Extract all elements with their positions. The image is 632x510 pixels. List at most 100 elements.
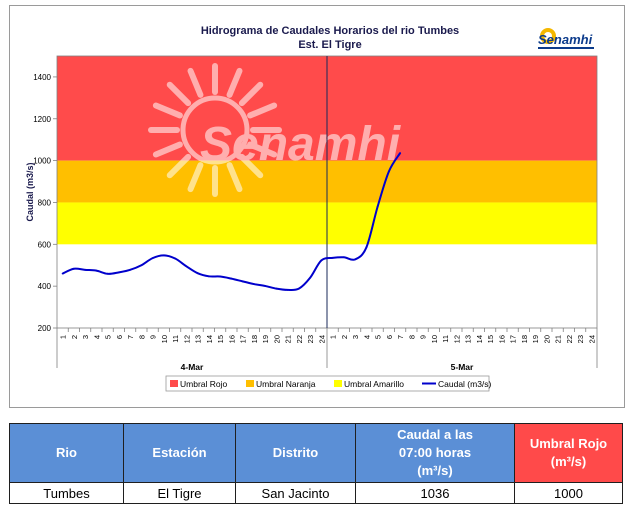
data-point — [264, 285, 267, 287]
x-tick-label: 8 — [407, 335, 416, 339]
data-point — [207, 275, 210, 278]
y-tick-label: 200 — [38, 324, 52, 333]
chart-legend: Umbral Rojo Umbral Naranja Umbral Amarillo… — [165, 375, 492, 392]
x-tick-label: 6 — [115, 335, 124, 339]
data-point — [84, 268, 87, 271]
cell-caudal: 1036 — [355, 482, 515, 504]
x-tick-label: 19 — [531, 335, 540, 343]
watermark-sun-ray — [152, 102, 183, 119]
data-point — [399, 152, 402, 154]
y-axis-label: Caudal (m3/s) — [25, 162, 35, 221]
x-tick-label: 18 — [250, 335, 259, 343]
y-tick-label: 1200 — [33, 115, 51, 124]
cell-distrito: San Jacinto — [235, 482, 356, 504]
x-tick-label: 20 — [272, 335, 281, 343]
data-point — [275, 287, 278, 290]
x-tick-label: 7 — [126, 335, 135, 339]
x-tick-label: 13 — [194, 335, 203, 343]
header-estacion: Estación — [123, 423, 236, 483]
data-point — [106, 272, 109, 275]
data-point — [297, 287, 300, 290]
y-tick-label: 800 — [38, 198, 52, 207]
x-tick-label: 17 — [239, 335, 248, 343]
sun-icon — [540, 28, 556, 44]
watermark-sun-ray — [166, 81, 192, 107]
data-point — [185, 265, 188, 268]
data-point — [286, 289, 289, 291]
watermark-sun-ray — [226, 162, 243, 193]
x-tick-label: 19 — [261, 335, 270, 343]
x-tick-label: 17 — [509, 335, 518, 343]
x-tick-label: 10 — [430, 335, 439, 343]
x-tick-label: 9 — [149, 335, 158, 339]
x-tick-label: 21 — [284, 335, 293, 343]
x-tick-label: 9 — [419, 335, 428, 339]
x-tick-label: 4 — [362, 335, 371, 339]
x-tick-label: 8 — [137, 335, 146, 339]
data-point — [174, 257, 177, 260]
data-point — [320, 259, 323, 262]
data-point — [331, 257, 334, 259]
x-tick-label: 10 — [160, 335, 169, 343]
x-tick-label: 7 — [396, 335, 405, 339]
x-tick-label: 12 — [182, 335, 191, 343]
data-point — [309, 276, 312, 279]
y-tick-label: 600 — [38, 240, 52, 249]
x-tick-label: 5 — [104, 335, 113, 339]
header-rio: Rio — [9, 423, 124, 483]
watermark-sun-ray — [187, 67, 204, 98]
watermark-sun-ray — [247, 141, 278, 158]
x-tick-label: 4 — [92, 335, 101, 339]
x-tick-label: 15 — [216, 335, 225, 343]
data-point — [241, 280, 244, 283]
data-point — [387, 170, 390, 173]
x-tick-label: 12 — [452, 335, 461, 343]
table-row: Tumbes El Tigre San Jacinto 1036 1000 — [9, 482, 623, 504]
senamhi-logo: Senamhi — [538, 28, 594, 49]
data-point — [252, 283, 255, 285]
data-point — [365, 246, 368, 249]
data-point — [376, 205, 379, 208]
station-table: Rio Estación Distrito Caudal a las 07:00… — [9, 423, 623, 504]
data-point — [342, 256, 345, 259]
x-tick-label: 5 — [374, 335, 383, 339]
x-tick-label: 15 — [486, 335, 495, 343]
watermark-sun-ray — [187, 162, 204, 193]
legend-label: Umbral Amarillo — [344, 379, 404, 389]
x-tick-label: 22 — [295, 335, 304, 343]
y-tick-label: 1000 — [33, 157, 51, 166]
x-tick-label: 3 — [81, 335, 90, 339]
legend-label: Umbral Rojo — [180, 379, 228, 389]
cell-rio: Tumbes — [9, 482, 124, 504]
header-caudal-line3: (m³/s) — [417, 463, 453, 478]
x-tick-label: 14 — [205, 335, 214, 343]
x-tick-label: 6 — [385, 335, 394, 339]
data-point — [196, 272, 199, 275]
data-point — [129, 268, 132, 271]
data-point — [219, 275, 222, 278]
x-tick-label: 3 — [351, 335, 360, 339]
header-umbral: Umbral Rojo (m³/s) — [514, 423, 623, 483]
data-point — [72, 267, 75, 270]
chart-title: Hidrograma de Caudales Horarios del rio … — [201, 25, 459, 37]
x-tick-label: 23 — [576, 335, 585, 343]
x-tick-label: 2 — [70, 335, 79, 339]
legend-box — [165, 375, 490, 392]
watermark-sun-ray — [238, 81, 264, 107]
watermark-sun-ray — [238, 153, 264, 179]
watermark-sun-circle — [180, 95, 250, 165]
data-point — [162, 254, 165, 257]
data-point — [230, 277, 233, 280]
data-point — [354, 258, 357, 261]
legend-label: Umbral Naranja — [256, 379, 316, 389]
x-tick-label: 11 — [441, 335, 450, 343]
chart-subtitle: Est. El Tigre — [298, 39, 361, 51]
header-caudal-line1: Caudal a las — [397, 427, 473, 442]
y-tick-label: 400 — [38, 282, 52, 291]
series-layer — [61, 152, 402, 292]
x-tick-label: 2 — [340, 335, 349, 339]
watermark-sun-ray — [152, 141, 183, 158]
x-tick-label: 18 — [520, 335, 529, 343]
x-tick-label: 16 — [227, 335, 236, 343]
